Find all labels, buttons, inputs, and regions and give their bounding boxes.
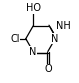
Text: Cl: Cl <box>10 34 20 44</box>
Text: NH: NH <box>56 21 71 31</box>
Text: O: O <box>44 64 52 74</box>
Text: N: N <box>52 34 59 44</box>
Text: HO: HO <box>26 3 41 13</box>
Text: N: N <box>29 46 37 57</box>
